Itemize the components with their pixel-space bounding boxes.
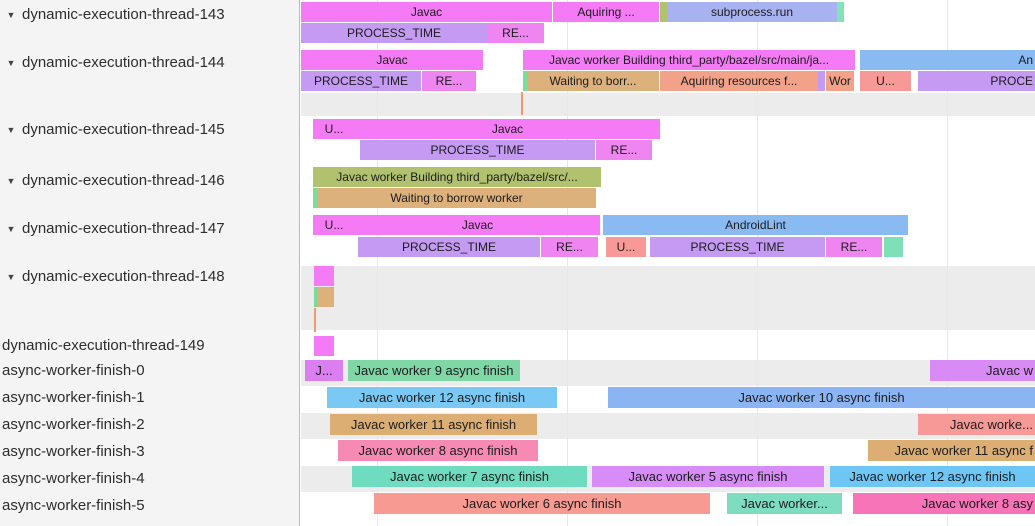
trace-span[interactable]: Javac worker 12 async finish	[327, 387, 557, 408]
sidebar-item-dynamic-execution-thread-144[interactable]: ▼ dynamic-execution-thread-144	[0, 53, 298, 73]
trace-span[interactable]: Javac worker Building third_party/bazel/…	[523, 50, 855, 70]
trace-span[interactable]: PROCESS_TIME	[301, 71, 421, 91]
collapse-triangle-icon[interactable]: ▼	[6, 10, 16, 20]
trace-span[interactable]: Waiting to borrow worker	[317, 188, 596, 208]
sidebar-item-dynamic-execution-thread-145[interactable]: ▼ dynamic-execution-thread-145	[0, 120, 298, 140]
trace-span[interactable]	[314, 266, 334, 286]
trace-span[interactable]: Javac worker 5 async finish	[592, 466, 824, 487]
trace-span[interactable]	[314, 287, 317, 307]
track-label: dynamic-execution-thread-143	[22, 6, 225, 23]
sidebar-item-async-worker-finish-4[interactable]: async-worker-finish-4	[0, 469, 300, 489]
trace-span[interactable]: Javac worker 10 async finish	[608, 387, 1035, 408]
trace-span[interactable]: Javac	[355, 215, 600, 235]
trace-span[interactable]: PROCE	[918, 71, 1035, 91]
track-name-sidebar: ▼ dynamic-execution-thread-143 ▼ dynamic-ex…	[0, 0, 300, 526]
trace-span[interactable]: PROCESS_TIME	[358, 237, 540, 257]
trace-span[interactable]: Javac w	[930, 360, 1035, 381]
collapse-triangle-icon[interactable]: ▼	[6, 58, 16, 68]
trace-span[interactable]: RE...	[541, 237, 598, 257]
trace-span[interactable]	[314, 336, 334, 356]
trace-span[interactable]: Waiting to borr...	[527, 71, 659, 91]
timeline: Javac Aquiring ... subprocess.run PROCESS_T…	[301, 0, 1035, 526]
instant-event-tick[interactable]	[521, 92, 523, 115]
trace-span[interactable]: U...	[860, 71, 911, 91]
trace-span[interactable]: U...	[606, 237, 646, 257]
trace-span[interactable]: Javac worker 9 async finish	[348, 360, 520, 381]
sidebar-item-async-worker-finish-1[interactable]: async-worker-finish-1	[0, 388, 300, 408]
track-label: dynamic-execution-thread-148	[22, 268, 225, 285]
trace-span[interactable]: PROCESS_TIME	[650, 237, 825, 257]
trace-span[interactable]: Javac worker 12 async finish	[830, 466, 1035, 487]
trace-span[interactable]: RE...	[422, 71, 476, 91]
trace-span[interactable]: RE...	[826, 237, 882, 257]
time-gridline	[567, 0, 568, 526]
track-label: dynamic-execution-thread-149	[2, 337, 205, 354]
trace-span[interactable]: Javac	[355, 119, 660, 139]
trace-span[interactable]: Javac worker...	[727, 493, 842, 514]
trace-span[interactable]	[313, 188, 317, 208]
trace-span[interactable]	[884, 237, 903, 257]
trace-span[interactable]: PROCESS_TIME	[360, 140, 595, 160]
track-label: dynamic-execution-thread-147	[22, 220, 225, 237]
trace-span[interactable]	[660, 2, 668, 22]
sidebar-item-dynamic-execution-thread-146[interactable]: ▼ dynamic-execution-thread-146	[0, 171, 298, 191]
track-label: async-worker-finish-2	[2, 416, 145, 433]
trace-span[interactable]: Javac worker 11 async finish	[330, 414, 537, 435]
time-gridline	[947, 0, 948, 526]
sidebar-item-dynamic-execution-thread-149[interactable]: dynamic-execution-thread-149	[0, 336, 300, 356]
trace-span[interactable]: Javac worker 8 async finish	[338, 440, 538, 461]
trace-span[interactable]: An	[860, 50, 1035, 70]
track-label: dynamic-execution-thread-144	[22, 54, 225, 71]
trace-span[interactable]: U...	[313, 215, 355, 235]
trace-span[interactable]: Javac worker 11 async f	[868, 440, 1035, 461]
track-background-band	[301, 93, 1035, 116]
trace-span[interactable]: Aquiring ...	[553, 2, 659, 22]
track-label: async-worker-finish-1	[2, 389, 145, 406]
trace-span[interactable]: subprocess.run	[667, 2, 837, 22]
trace-span[interactable]	[837, 2, 844, 22]
sidebar-item-async-worker-finish-3[interactable]: async-worker-finish-3	[0, 442, 300, 462]
track-label: async-worker-finish-5	[2, 497, 145, 514]
sidebar-item-dynamic-execution-thread-147[interactable]: ▼ dynamic-execution-thread-147	[0, 219, 298, 239]
trace-span[interactable]: Javac worker Building third_party/bazel/…	[313, 167, 601, 187]
track-label: async-worker-finish-0	[2, 362, 145, 379]
time-gridline	[377, 0, 378, 526]
sidebar-item-dynamic-execution-thread-148[interactable]: ▼ dynamic-execution-thread-148	[0, 267, 298, 287]
track-label: dynamic-execution-thread-145	[22, 121, 225, 138]
track-label: async-worker-finish-4	[2, 470, 145, 487]
track-background-band	[301, 266, 1035, 330]
time-gridline	[757, 0, 758, 526]
trace-span[interactable]: Wor	[826, 71, 854, 91]
collapse-triangle-icon[interactable]: ▼	[6, 272, 16, 282]
trace-span[interactable]: Javac worker 6 async finish	[374, 493, 710, 514]
sidebar-item-async-worker-finish-0[interactable]: async-worker-finish-0	[0, 361, 300, 381]
track-label: async-worker-finish-3	[2, 443, 145, 460]
trace-span[interactable]: Aquiring resources f...	[660, 71, 818, 91]
trace-span[interactable]	[317, 287, 334, 307]
trace-span[interactable]: Javac	[301, 50, 483, 70]
trace-span[interactable]: Javac worker 7 async finish	[352, 466, 587, 487]
trace-span[interactable]: RE...	[487, 23, 544, 43]
sidebar-item-async-worker-finish-2[interactable]: async-worker-finish-2	[0, 415, 300, 435]
sidebar-item-dynamic-execution-thread-143[interactable]: ▼ dynamic-execution-thread-143	[0, 5, 298, 25]
collapse-triangle-icon[interactable]: ▼	[6, 176, 16, 186]
trace-span[interactable]: AndroidLint	[603, 215, 908, 235]
sidebar-item-async-worker-finish-5[interactable]: async-worker-finish-5	[0, 496, 300, 516]
collapse-triangle-icon[interactable]: ▼	[6, 125, 16, 135]
trace-span[interactable]: J...	[305, 360, 343, 381]
trace-span[interactable]: Javac	[301, 2, 552, 22]
trace-span[interactable]: U...	[313, 119, 355, 139]
collapse-triangle-icon[interactable]: ▼	[6, 224, 16, 234]
trace-span[interactable]: Javac worke...	[918, 414, 1035, 435]
trace-span[interactable]: PROCESS_TIME	[301, 23, 487, 43]
track-label: dynamic-execution-thread-146	[22, 172, 225, 189]
trace-span[interactable]: Javac worker 8 asy	[853, 493, 1035, 514]
trace-span[interactable]: RE...	[596, 140, 652, 160]
instant-event-tick[interactable]	[314, 308, 316, 332]
trace-span[interactable]	[818, 71, 825, 91]
trace-span[interactable]	[523, 71, 527, 91]
